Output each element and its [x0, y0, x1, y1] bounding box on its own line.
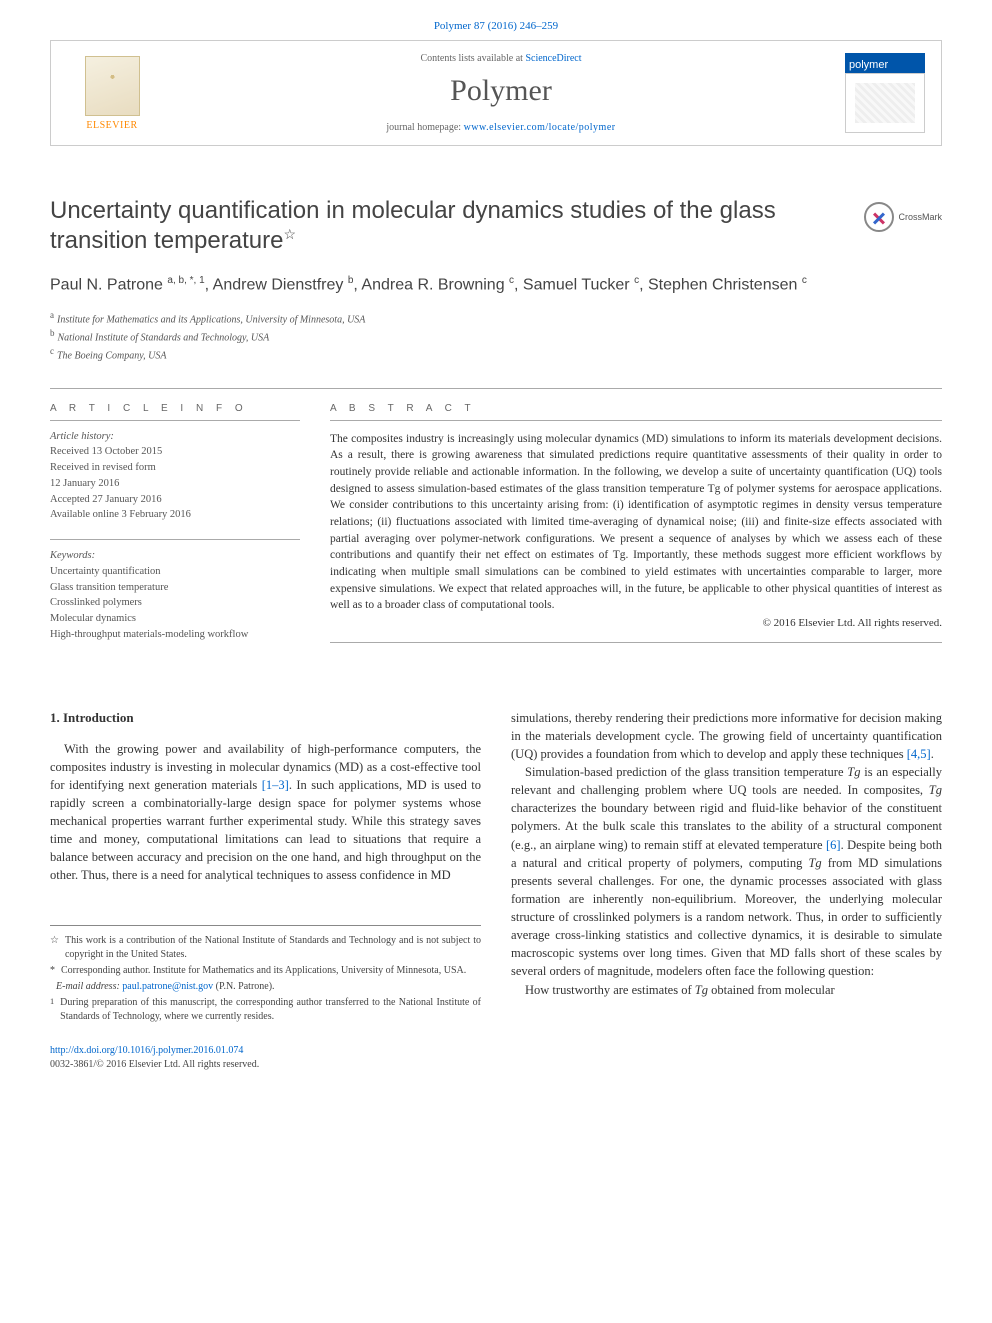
- keyword-2: Glass transition temperature: [50, 580, 300, 596]
- author-1: Paul N. Patrone: [50, 276, 167, 293]
- history-revised-1: Received in revised form: [50, 460, 300, 476]
- running-header: Polymer 87 (2016) 246–259: [50, 20, 942, 32]
- intro-para-1: With the growing power and availability …: [50, 740, 481, 885]
- footnote-email: E-mail address: paul.patrone@nist.gov (P…: [50, 980, 481, 994]
- journal-header-box: ELSEVIER Contents lists available at Sci…: [50, 40, 942, 146]
- keywords-label: Keywords:: [50, 548, 300, 564]
- history-revised-2: 12 January 2016: [50, 476, 300, 492]
- elsevier-tree-icon: [85, 56, 140, 116]
- cover-thumb-icon: [855, 83, 915, 123]
- doi-link[interactable]: http://dx.doi.org/10.1016/j.polymer.2016…: [50, 1045, 243, 1056]
- author-list: Paul N. Patrone a, b, *, 1, Andrew Diens…: [50, 274, 942, 297]
- title-text: Uncertainty quantification in molecular …: [50, 197, 776, 254]
- journal-cover: polymer: [845, 53, 925, 133]
- history-label: Article history:: [50, 429, 300, 445]
- sciencedirect-link[interactable]: ScienceDirect: [525, 53, 581, 64]
- ref-4-5[interactable]: [4,5]: [907, 747, 931, 761]
- cover-label: polymer: [845, 53, 925, 73]
- author-5-sup: c: [802, 275, 807, 286]
- history-online: Available online 3 February 2016: [50, 507, 300, 523]
- affiliation-a: aInstitute for Mathematics and its Appli…: [50, 309, 942, 327]
- keyword-5: High-throughput materials-modeling workf…: [50, 627, 300, 643]
- intro-para-1-cont: simulations, thereby rendering their pre…: [511, 709, 942, 763]
- article-info-column: A R T I C L E I N F O Article history: R…: [50, 389, 300, 659]
- issn-line: 0032-3861/© 2016 Elsevier Ltd. All right…: [50, 1058, 481, 1073]
- homepage-line: journal homepage: www.elsevier.com/locat…: [157, 122, 845, 133]
- keyword-4: Molecular dynamics: [50, 611, 300, 627]
- crossmark-widget[interactable]: CrossMark: [864, 202, 942, 232]
- body-col-right: simulations, thereby rendering their pre…: [511, 709, 942, 1073]
- abstract-copyright: © 2016 Elsevier Ltd. All rights reserved…: [330, 616, 942, 632]
- cover-thumb-box: [845, 73, 925, 133]
- section-1-heading: 1. Introduction: [50, 709, 481, 728]
- affiliations: aInstitute for Mathematics and its Appli…: [50, 309, 942, 364]
- publisher-name: ELSEVIER: [86, 120, 137, 131]
- author-5: , Stephen Christensen: [639, 276, 802, 293]
- affiliation-c: cThe Boeing Company, USA: [50, 345, 942, 363]
- abstract-column: A B S T R A C T The composites industry …: [330, 389, 942, 659]
- intro-para-2: Simulation-based prediction of the glass…: [511, 763, 942, 981]
- journal-title: Polymer: [157, 74, 845, 108]
- footnotes: ☆This work is a contribution of the Nati…: [50, 925, 481, 1024]
- email-link[interactable]: paul.patrone@nist.gov: [122, 981, 213, 992]
- history-accepted: Accepted 27 January 2016: [50, 492, 300, 508]
- homepage-link[interactable]: www.elsevier.com/locate/polymer: [464, 122, 616, 133]
- article-info-heading: A R T I C L E I N F O: [50, 403, 300, 414]
- crossmark-icon: [864, 202, 894, 232]
- keyword-1: Uncertainty quantification: [50, 564, 300, 580]
- author-3: , Andrea R. Browning: [353, 276, 509, 293]
- body-col-left: 1. Introduction With the growing power a…: [50, 709, 481, 1073]
- abstract-body: The composites industry is increasingly …: [330, 433, 942, 612]
- article-title: Uncertainty quantification in molecular …: [50, 196, 844, 256]
- title-footnote-mark: ☆: [283, 226, 296, 242]
- ref-6[interactable]: [6]: [826, 838, 841, 852]
- article-history: Article history: Received 13 October 201…: [50, 420, 300, 524]
- contents-prefix: Contents lists available at: [420, 53, 525, 64]
- doi-block: http://dx.doi.org/10.1016/j.polymer.2016…: [50, 1044, 481, 1073]
- keyword-3: Crosslinked polymers: [50, 595, 300, 611]
- footnote-1: 1During preparation of this manuscript, …: [50, 996, 481, 1024]
- crossmark-label: CrossMark: [898, 212, 942, 222]
- publisher-block: ELSEVIER: [67, 56, 157, 131]
- footnote-corresponding: *Corresponding author. Institute for Mat…: [50, 964, 481, 978]
- history-received: Received 13 October 2015: [50, 444, 300, 460]
- author-4: , Samuel Tucker: [514, 276, 634, 293]
- intro-para-3: How trustworthy are estimates of Tg obta…: [511, 981, 942, 999]
- ref-1-3[interactable]: [1–3]: [262, 778, 289, 792]
- affiliation-b: bNational Institute of Standards and Tec…: [50, 327, 942, 345]
- keywords-block: Keywords: Uncertainty quantification Gla…: [50, 539, 300, 643]
- abstract-text: The composites industry is increasingly …: [330, 420, 942, 643]
- body-columns: 1. Introduction With the growing power a…: [50, 709, 942, 1073]
- homepage-prefix: journal homepage:: [386, 122, 463, 133]
- author-2: , Andrew Dienstfrey: [205, 276, 348, 293]
- contents-line: Contents lists available at ScienceDirec…: [157, 53, 845, 64]
- author-1-sup: a, b, *, 1: [167, 275, 204, 286]
- footnote-star: ☆This work is a contribution of the Nati…: [50, 934, 481, 962]
- abstract-heading: A B S T R A C T: [330, 403, 942, 414]
- journal-center: Contents lists available at ScienceDirec…: [157, 53, 845, 133]
